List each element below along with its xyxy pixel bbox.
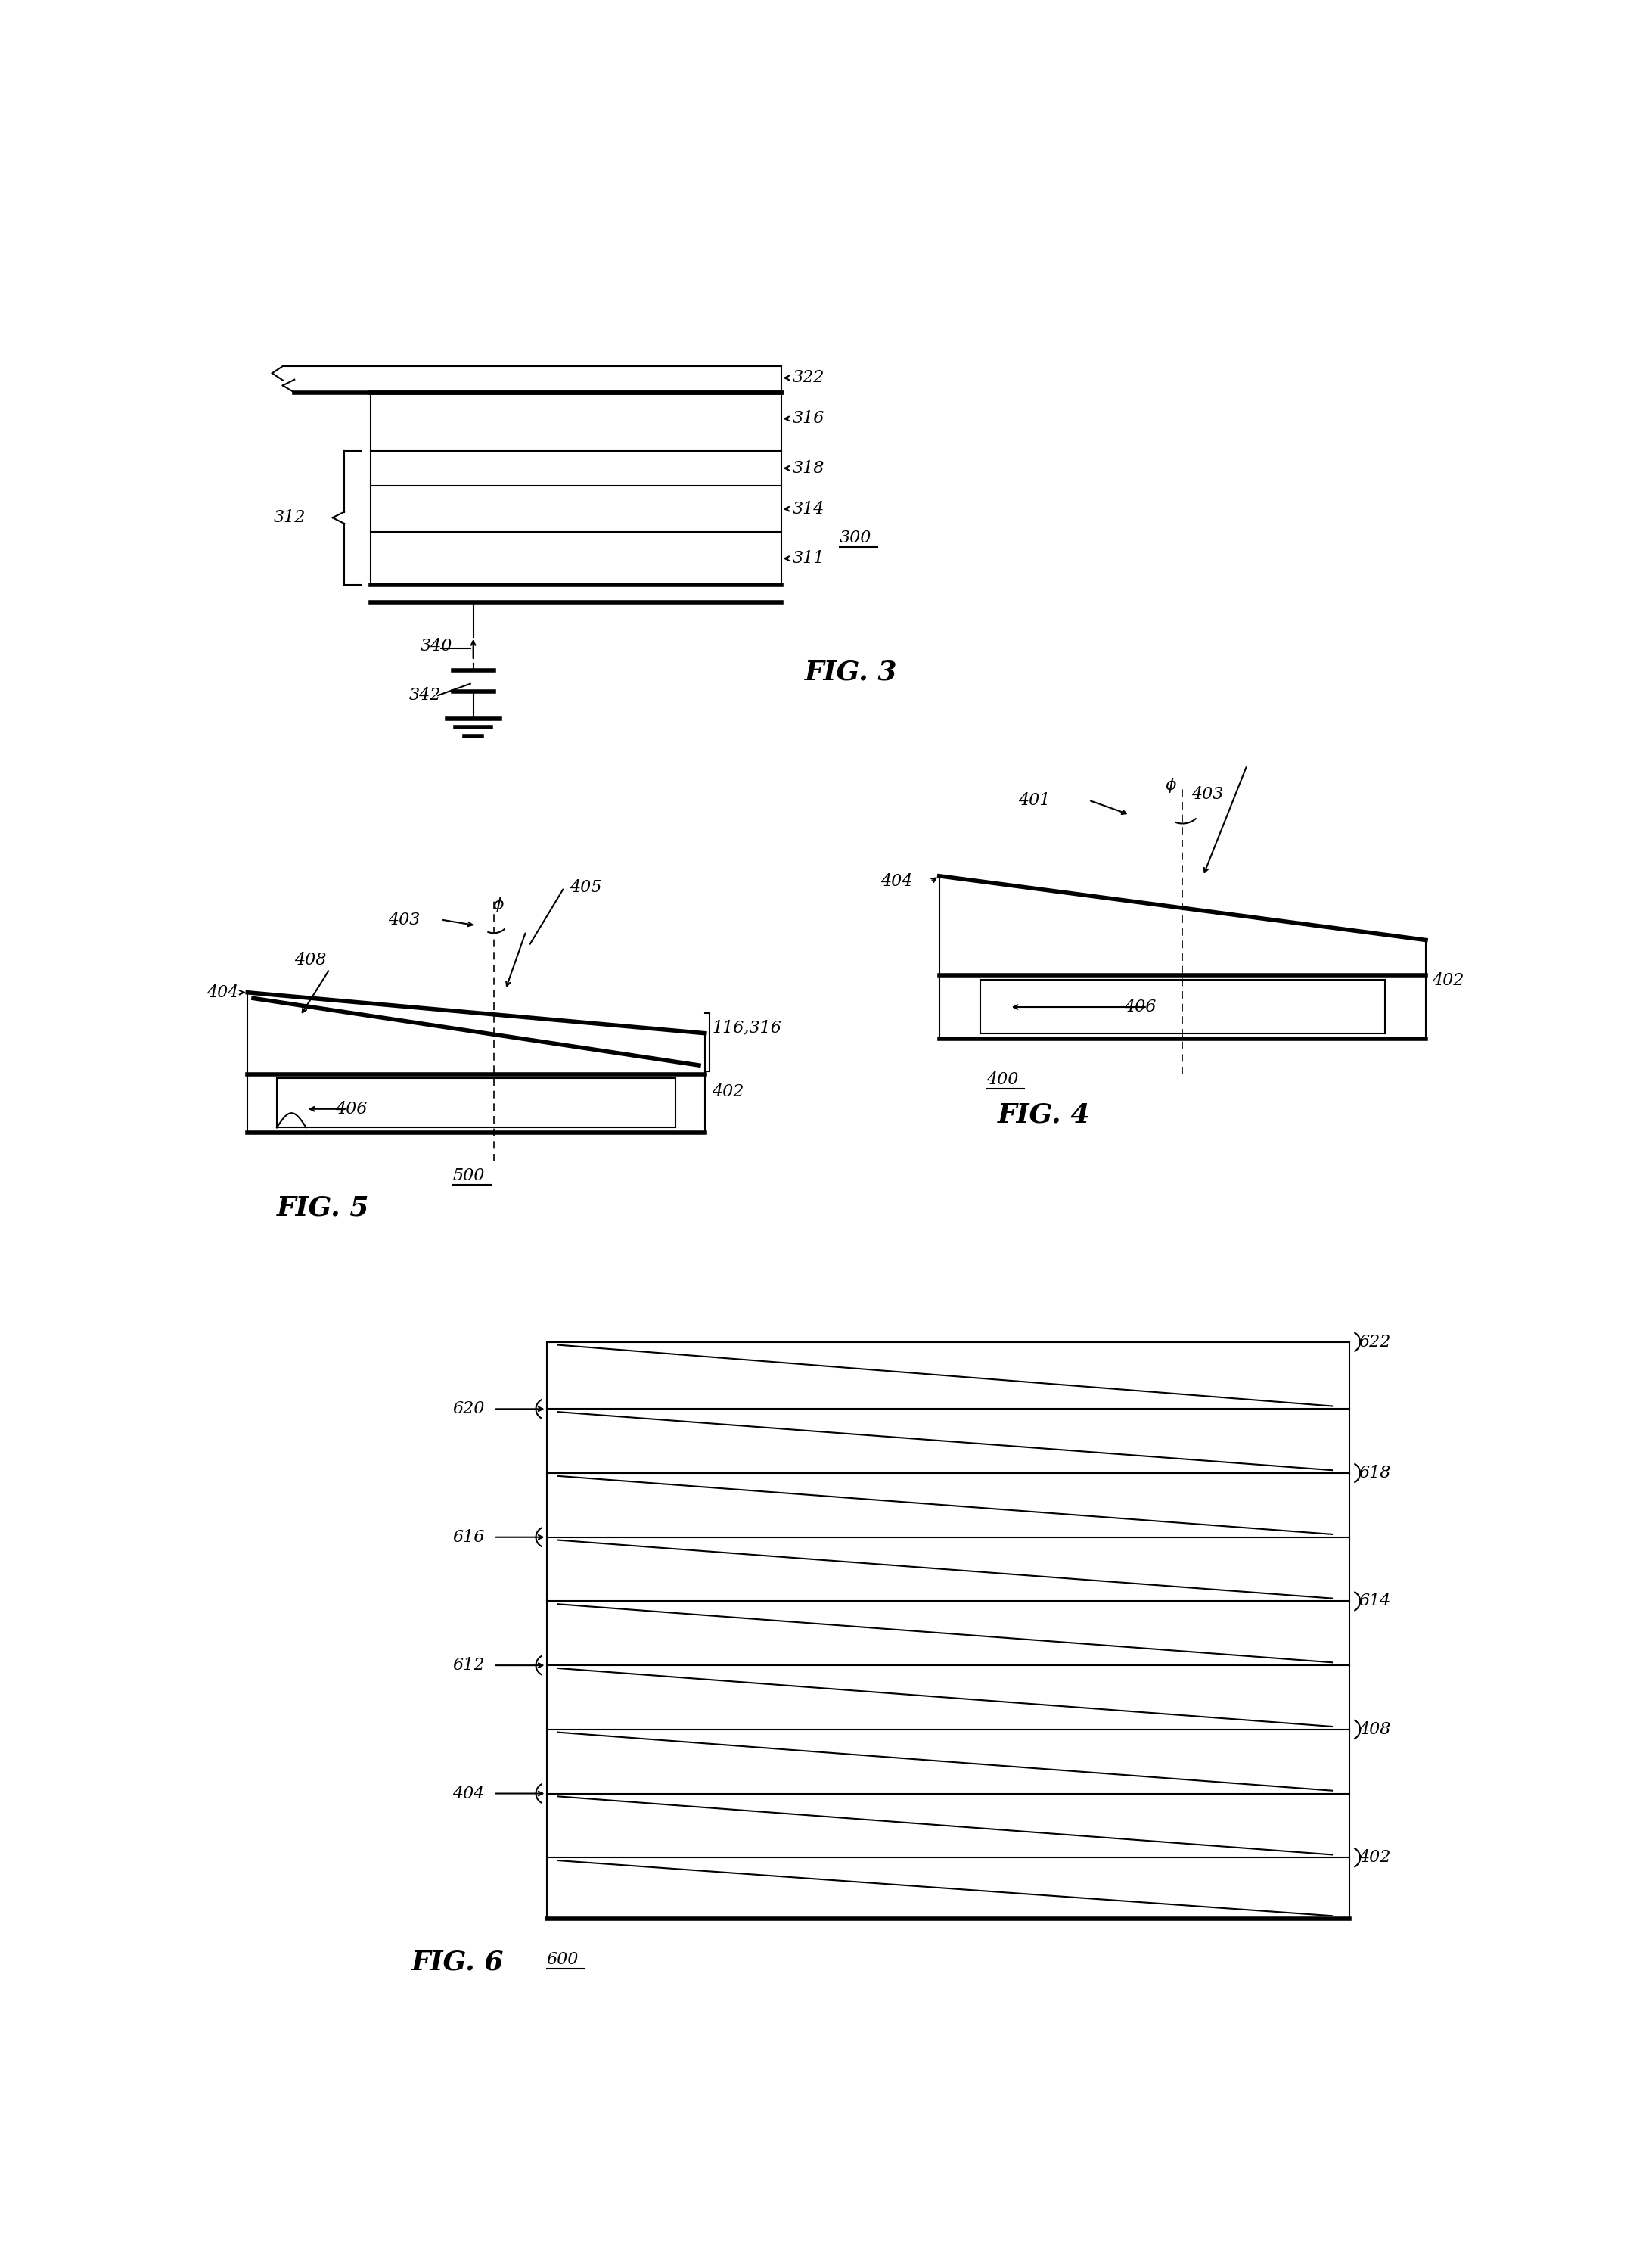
Text: 622: 622: [1358, 1333, 1391, 1351]
Text: 322: 322: [793, 370, 824, 385]
Text: 402: 402: [1432, 973, 1464, 988]
Text: 616: 616: [453, 1528, 484, 1546]
Text: 406: 406: [335, 1100, 367, 1118]
Text: 116,316: 116,316: [712, 1020, 781, 1035]
Text: FIG. 6: FIG. 6: [411, 1950, 504, 1974]
Text: FIG. 3: FIG. 3: [805, 659, 897, 686]
Text: 401: 401: [1018, 791, 1051, 809]
Text: 318: 318: [793, 459, 824, 477]
Text: 316: 316: [793, 410, 824, 428]
Text: FIG. 4: FIG. 4: [998, 1103, 1090, 1127]
Text: 340: 340: [421, 636, 453, 654]
Text: 614: 614: [1358, 1593, 1391, 1609]
Text: $\phi$: $\phi$: [1165, 778, 1176, 796]
Text: 400: 400: [986, 1071, 1018, 1089]
Text: FIG. 5: FIG. 5: [278, 1194, 370, 1221]
Text: 408: 408: [294, 952, 327, 968]
Text: 612: 612: [453, 1656, 484, 1674]
Text: 404: 404: [453, 1786, 484, 1802]
Text: 600: 600: [547, 1952, 578, 1968]
Text: 405: 405: [570, 878, 601, 896]
Text: 618: 618: [1358, 1466, 1391, 1481]
Text: 404: 404: [881, 874, 912, 890]
Text: $\phi$: $\phi$: [492, 896, 504, 914]
Text: 500: 500: [453, 1168, 484, 1183]
Text: 402: 402: [1358, 1849, 1391, 1867]
Text: 342: 342: [408, 688, 441, 704]
Text: 406: 406: [1123, 999, 1156, 1015]
Text: 314: 314: [793, 500, 824, 518]
Text: 311: 311: [793, 549, 824, 567]
Text: 300: 300: [839, 529, 872, 547]
Text: 404: 404: [206, 984, 238, 1002]
Text: 620: 620: [453, 1401, 484, 1416]
Text: 403: 403: [388, 912, 420, 928]
Text: 403: 403: [1191, 787, 1224, 802]
Text: 408: 408: [1358, 1721, 1391, 1737]
Text: 402: 402: [712, 1082, 743, 1100]
Text: 312: 312: [274, 509, 306, 527]
